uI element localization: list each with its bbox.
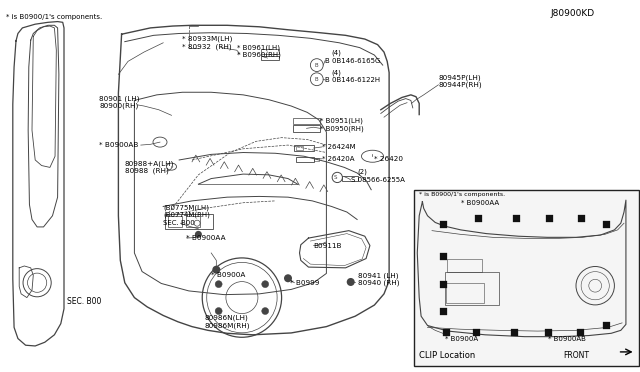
- Text: (4): (4): [332, 50, 341, 57]
- Bar: [261, 56, 279, 60]
- Text: 80986N(LH): 80986N(LH): [205, 315, 248, 321]
- Text: B 0B146-6122H: B 0B146-6122H: [325, 77, 380, 83]
- Text: * B0960(RH): * B0960(RH): [237, 52, 281, 58]
- Bar: [475, 215, 482, 222]
- Text: * 26420: * 26420: [374, 156, 403, 162]
- Bar: [168, 216, 182, 227]
- Text: B0911B: B0911B: [314, 243, 342, 248]
- Text: (2): (2): [357, 169, 367, 176]
- Bar: [440, 280, 447, 288]
- Bar: [447, 259, 482, 272]
- Text: 80901 (LH): 80901 (LH): [99, 95, 140, 102]
- Text: * B0900AB: * B0900AB: [548, 336, 586, 341]
- Text: 80941 (LH): 80941 (LH): [358, 272, 399, 279]
- Text: * B0900A: * B0900A: [445, 336, 478, 341]
- Text: * B0950(RH): * B0950(RH): [320, 125, 364, 132]
- Bar: [445, 272, 499, 305]
- Text: CLIP Location: CLIP Location: [419, 351, 476, 360]
- Bar: [443, 329, 450, 336]
- Bar: [473, 329, 480, 336]
- Bar: [293, 118, 320, 124]
- Text: (4): (4): [332, 69, 341, 76]
- Bar: [440, 221, 447, 228]
- Bar: [294, 145, 314, 151]
- Bar: [545, 329, 552, 336]
- Circle shape: [215, 280, 222, 288]
- Bar: [186, 216, 200, 227]
- Text: * 80932  (RH): * 80932 (RH): [182, 43, 232, 50]
- Text: * B0900AB: * B0900AB: [99, 142, 139, 148]
- Text: B: B: [315, 62, 319, 68]
- Text: * is B0900/1's components.: * is B0900/1's components.: [419, 192, 505, 197]
- Circle shape: [215, 308, 222, 315]
- Text: (B0774M(RH): (B0774M(RH): [163, 212, 210, 218]
- Text: * B0900AA: * B0900AA: [186, 235, 225, 241]
- Bar: [165, 214, 213, 229]
- Text: SEC. B00: SEC. B00: [163, 220, 195, 226]
- Bar: [579, 215, 586, 222]
- Text: * B0951(LH): * B0951(LH): [320, 118, 363, 124]
- Bar: [513, 215, 520, 222]
- Text: (B0775M(LH): (B0775M(LH): [163, 204, 209, 211]
- Text: * 80933M(LH): * 80933M(LH): [182, 36, 233, 42]
- Text: FRONT: FRONT: [563, 351, 589, 360]
- Text: S: S: [333, 175, 337, 180]
- Text: B: B: [315, 77, 319, 82]
- Circle shape: [284, 274, 292, 282]
- Bar: [414, 190, 639, 366]
- Text: S 08566-6255A: S 08566-6255A: [351, 177, 404, 183]
- Text: 80900(RH): 80900(RH): [99, 103, 138, 109]
- Circle shape: [212, 266, 220, 274]
- Bar: [296, 157, 314, 162]
- Bar: [603, 321, 610, 328]
- Bar: [446, 283, 484, 303]
- Bar: [547, 215, 554, 222]
- Text: * is B0900/1's components.: * is B0900/1's components.: [6, 14, 102, 20]
- Text: * B0961(LH): * B0961(LH): [237, 44, 280, 51]
- Text: 80986M(RH): 80986M(RH): [205, 322, 250, 329]
- Bar: [440, 308, 447, 315]
- Bar: [440, 253, 447, 260]
- Text: 80940 (RH): 80940 (RH): [358, 279, 400, 286]
- Text: B 0B146-6165G: B 0B146-6165G: [325, 58, 381, 64]
- Text: 80988  (RH): 80988 (RH): [125, 168, 168, 174]
- Text: * B0999: * B0999: [290, 280, 319, 286]
- Bar: [511, 329, 518, 336]
- Text: J80900KD: J80900KD: [550, 9, 595, 17]
- Circle shape: [347, 278, 355, 286]
- Bar: [293, 125, 320, 132]
- Bar: [342, 176, 358, 181]
- Bar: [261, 49, 279, 54]
- Text: SEC. B00: SEC. B00: [67, 297, 102, 306]
- Text: 80988+A(LH): 80988+A(LH): [125, 160, 174, 167]
- Bar: [296, 146, 303, 150]
- Bar: [577, 329, 584, 336]
- Text: * B0900A: * B0900A: [211, 272, 246, 278]
- Circle shape: [262, 280, 269, 288]
- Text: * 26420A: * 26420A: [322, 156, 355, 162]
- Circle shape: [195, 231, 202, 238]
- Text: 80945P(LH): 80945P(LH): [438, 74, 481, 81]
- Circle shape: [262, 308, 269, 315]
- Text: * B0900AA: * B0900AA: [461, 200, 499, 206]
- Text: * 26424M: * 26424M: [322, 144, 356, 150]
- Bar: [603, 221, 610, 228]
- Bar: [314, 158, 319, 161]
- Text: 80944P(RH): 80944P(RH): [438, 81, 482, 88]
